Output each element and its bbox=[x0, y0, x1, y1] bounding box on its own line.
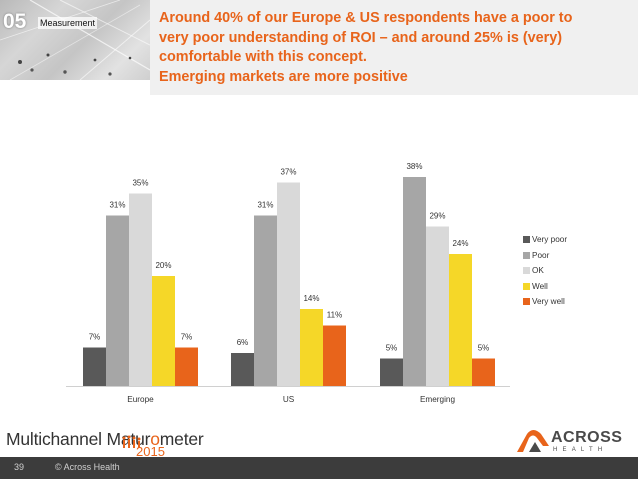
across-health-logo-icon bbox=[517, 430, 549, 452]
data-label-emerging-poor: 38% bbox=[406, 162, 422, 171]
data-label-us-very-well: 11% bbox=[327, 311, 342, 320]
legend-swatch-very-well bbox=[523, 298, 530, 306]
data-label-us-poor: 31% bbox=[257, 201, 273, 210]
x-tick-label-us: US bbox=[283, 395, 295, 404]
copyright: © Across Health bbox=[55, 462, 120, 472]
legend-label-very-poor: Very poor bbox=[532, 235, 568, 245]
legend-item-poor: Poor bbox=[523, 248, 567, 264]
data-label-us-very-poor: 6% bbox=[237, 338, 249, 347]
bar-us-ok bbox=[277, 182, 300, 386]
bar-europe-ok bbox=[129, 193, 152, 386]
legend-item-very-well: Very well bbox=[523, 294, 567, 310]
people-icon bbox=[122, 435, 141, 448]
page-number: 39 bbox=[14, 462, 25, 472]
legend-label-ok: OK bbox=[532, 266, 544, 276]
data-label-emerging-very-well: 5% bbox=[478, 344, 490, 353]
data-label-us-ok: 37% bbox=[280, 168, 296, 177]
abstract-photo-graphic bbox=[0, 0, 150, 80]
bar-europe-well bbox=[152, 276, 175, 386]
data-label-emerging-well: 24% bbox=[452, 239, 468, 248]
maturometer-logo: Multichannel Maturometer bbox=[6, 429, 204, 450]
bar-chart: 7% 31% 35% 20% 7% Europe 6% 31% 37% 14% 11% US 5% 38%… bbox=[66, 162, 510, 404]
title-band bbox=[150, 0, 638, 95]
bar-us-poor bbox=[254, 215, 277, 386]
bar-emerging-very-poor bbox=[380, 358, 403, 386]
legend-swatch-ok bbox=[523, 267, 530, 275]
legend-item-ok: OK bbox=[523, 263, 567, 279]
bar-us-well bbox=[300, 309, 323, 386]
legend-item-very-poor: Very poor bbox=[523, 232, 567, 248]
data-label-europe-very-well: 7% bbox=[181, 333, 193, 342]
chart-legend: Very poor Poor OK Well Very well bbox=[523, 232, 567, 310]
bar-emerging-ok bbox=[426, 226, 449, 386]
section-header-image: 05 Measurement bbox=[0, 0, 150, 80]
title-line-4: Emerging markets are more positive bbox=[159, 68, 408, 85]
legend-label-very-well: Very well bbox=[532, 297, 565, 307]
brand-name: ACROSS bbox=[551, 429, 623, 446]
brand-subtitle: HEALTH bbox=[553, 447, 608, 453]
bar-emerging-poor bbox=[403, 177, 426, 386]
bar-emerging-well bbox=[449, 254, 472, 386]
data-label-europe-very-poor: 7% bbox=[89, 333, 101, 342]
bar-us-very-poor bbox=[231, 353, 254, 386]
data-label-europe-well: 20% bbox=[155, 261, 171, 270]
data-label-europe-ok: 35% bbox=[132, 179, 148, 188]
maturometer-text-1: Multichannel Matur bbox=[6, 429, 151, 449]
title-line-3: comfortable with this concept. bbox=[159, 49, 367, 65]
legend-label-poor: Poor bbox=[532, 250, 550, 260]
legend-swatch-poor bbox=[523, 251, 530, 259]
section-label: Measurement bbox=[38, 17, 98, 29]
maturometer-year: 2015 bbox=[136, 444, 165, 459]
maturometer-text-accent: o bbox=[150, 429, 160, 449]
data-label-us-well: 14% bbox=[303, 294, 319, 303]
footer-bar: 39 © Across Health bbox=[0, 457, 638, 479]
data-label-emerging-ok: 29% bbox=[429, 212, 445, 221]
title-line-2: very poor understanding of ROI – and aro… bbox=[159, 29, 563, 46]
legend-label-well: Well bbox=[532, 281, 548, 291]
data-label-europe-poor: 31% bbox=[109, 201, 125, 210]
bar-europe-poor bbox=[106, 215, 129, 386]
title-line-1: Around 40% of our Europe & US respondent… bbox=[159, 10, 573, 26]
legend-swatch-well bbox=[523, 282, 530, 290]
slide-title: Around 40% of our Europe & US respondent… bbox=[159, 9, 629, 87]
x-tick-label-europe: Europe bbox=[127, 395, 154, 404]
bar-us-very-well bbox=[323, 325, 346, 386]
section-number: 05 bbox=[3, 10, 27, 33]
x-tick-label-emerging: Emerging bbox=[420, 395, 455, 404]
maturometer-text-2: meter bbox=[159, 429, 204, 449]
bar-europe-very-poor bbox=[83, 347, 106, 386]
bar-emerging-very-well bbox=[472, 358, 495, 386]
legend-swatch-very-poor bbox=[523, 236, 530, 244]
data-label-emerging-very-poor: 5% bbox=[386, 344, 398, 353]
bar-europe-very-well bbox=[175, 347, 198, 386]
legend-item-well: Well bbox=[523, 279, 567, 295]
